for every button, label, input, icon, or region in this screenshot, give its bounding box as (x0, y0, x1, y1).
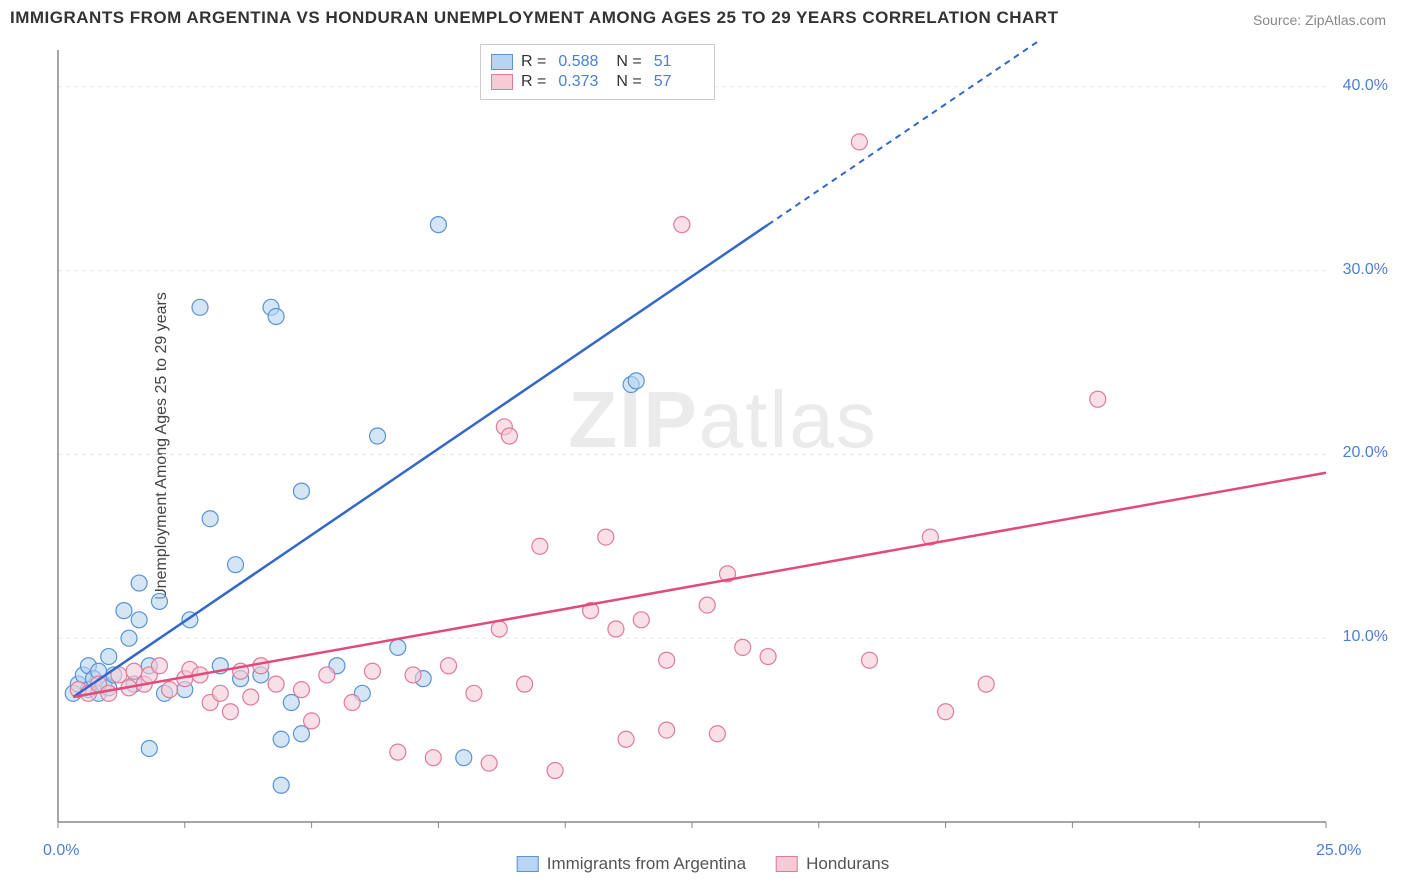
n-label: N = (616, 73, 641, 91)
swatch-series2-bottom (776, 856, 798, 872)
legend-series-box: Immigrants from Argentina Hondurans (517, 854, 890, 874)
r-label: R = (521, 53, 546, 71)
swatch-series1 (491, 54, 513, 70)
r-label: R = (521, 73, 546, 91)
chart-svg (50, 40, 1396, 832)
legend-stats-box: R = 0.588 N = 51 R = 0.373 N = 57 (480, 44, 715, 100)
swatch-series1-bottom (517, 856, 539, 872)
x-tick-min: 0.0% (43, 842, 79, 860)
y-tick-label: 20.0% (1343, 444, 1388, 462)
legend-item-series1: Immigrants from Argentina (517, 854, 746, 874)
chart-plot-area: ZIPatlas (50, 40, 1396, 832)
n-value-series1: 51 (654, 53, 704, 71)
series2-name: Hondurans (806, 854, 889, 874)
r-value-series1: 0.588 (558, 53, 608, 71)
legend-row-series1: R = 0.588 N = 51 (491, 53, 704, 71)
y-tick-label: 10.0% (1343, 628, 1388, 646)
series1-name: Immigrants from Argentina (547, 854, 746, 874)
r-value-series2: 0.373 (558, 73, 608, 91)
legend-row-series2: R = 0.373 N = 57 (491, 73, 704, 91)
swatch-series2 (491, 74, 513, 90)
legend-item-series2: Hondurans (776, 854, 889, 874)
n-label: N = (616, 53, 641, 71)
y-tick-label: 40.0% (1343, 77, 1388, 95)
x-tick-max: 25.0% (1316, 842, 1361, 860)
source-label: Source: ZipAtlas.com (1253, 12, 1386, 28)
y-tick-label: 30.0% (1343, 261, 1388, 279)
chart-title: IMMIGRANTS FROM ARGENTINA VS HONDURAN UN… (10, 8, 1058, 28)
n-value-series2: 57 (654, 73, 704, 91)
